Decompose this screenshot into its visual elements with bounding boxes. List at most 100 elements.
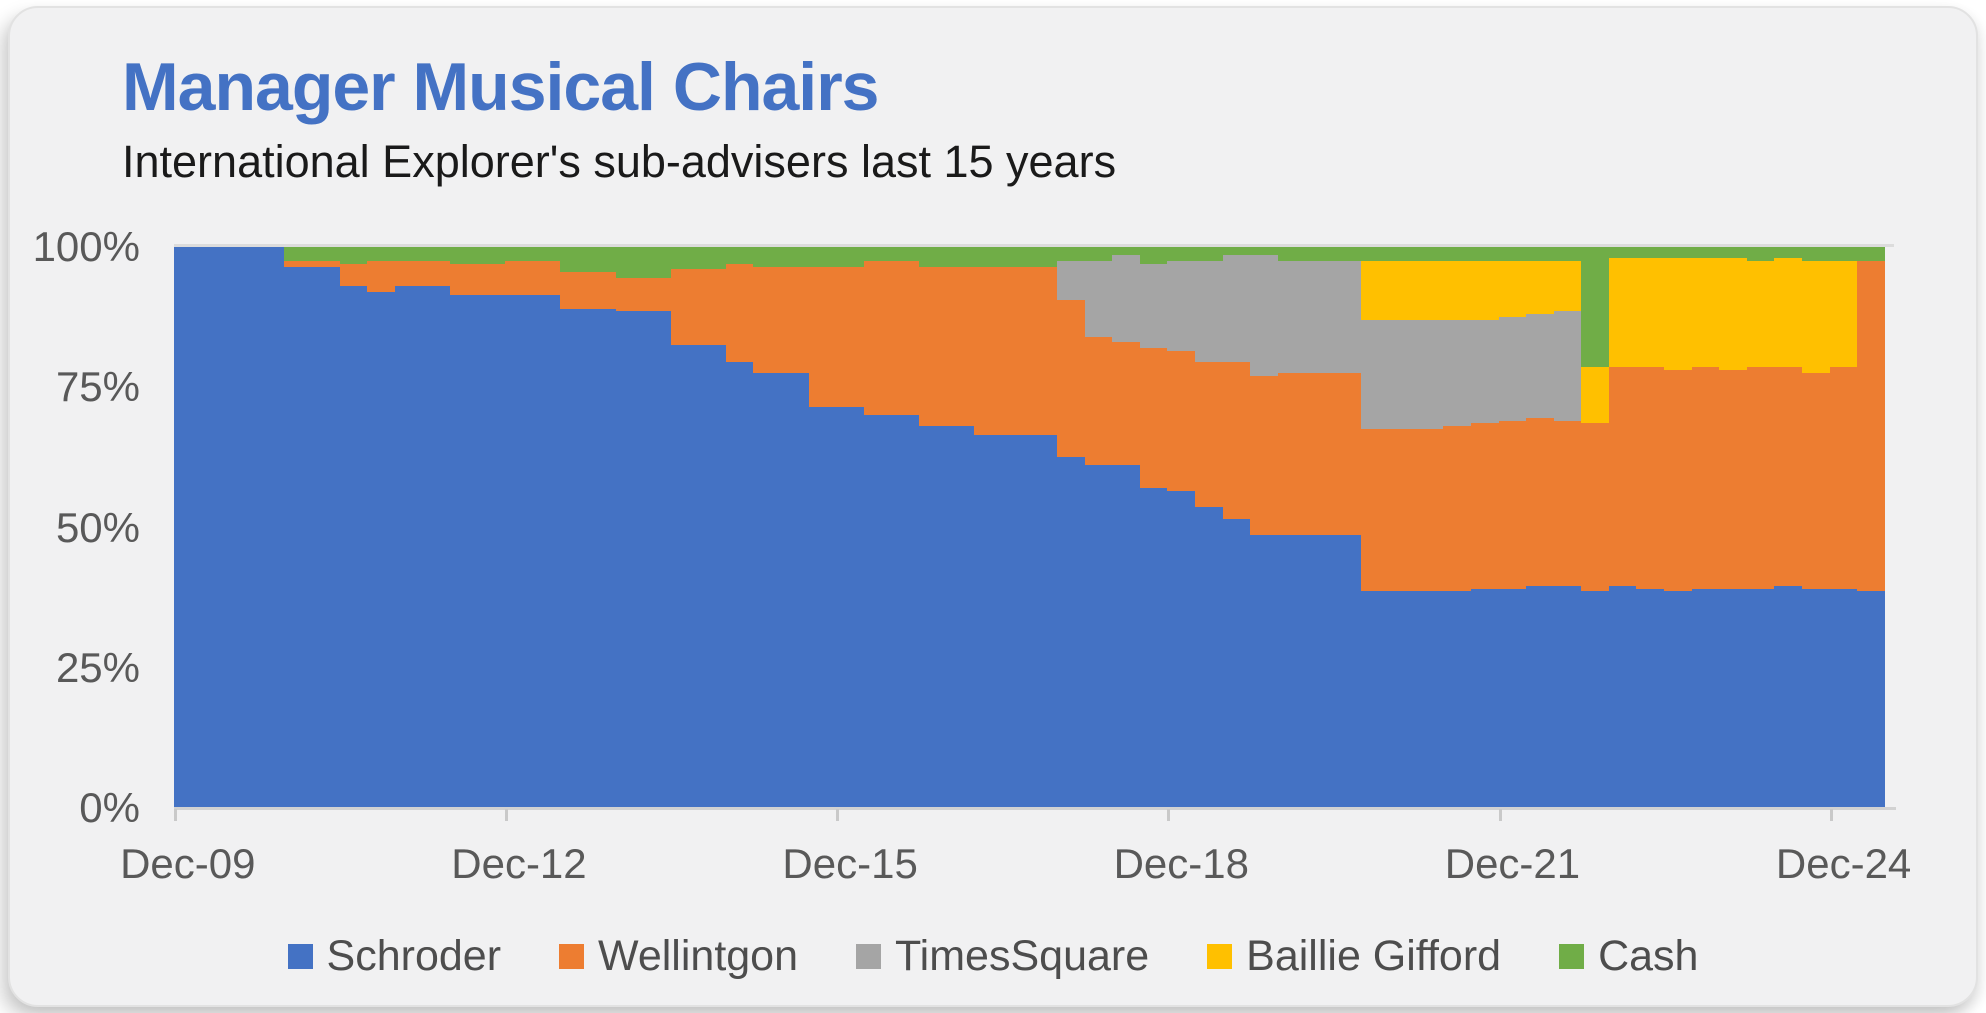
bar-segment-schroder — [560, 308, 588, 807]
bar-segment-cash — [394, 247, 423, 262]
bar-segment-schroder — [1746, 588, 1775, 807]
bar-segment-cash — [422, 247, 450, 262]
legend-label: Cash — [1598, 931, 1699, 980]
bar-segment-timessquare — [1139, 263, 1168, 348]
legend-swatch — [856, 943, 882, 969]
bar-Mar-15 — [753, 247, 782, 807]
bar-segment-schroder — [1774, 585, 1803, 807]
bar-segment-wellintgon — [753, 266, 782, 373]
bar-Mar-16 — [863, 247, 892, 807]
bar-Dec-14 — [725, 247, 754, 807]
bar-segment-cash — [725, 247, 754, 264]
bar-Sep-13 — [587, 247, 616, 807]
bar-segment-cash — [1829, 247, 1858, 262]
bar-segment-cash — [1360, 247, 1389, 262]
bar-segment-cash — [1167, 247, 1195, 262]
bar-segment-schroder — [919, 426, 947, 807]
bar-Dec-19 — [1277, 247, 1306, 807]
bar-segment-cash — [698, 247, 726, 270]
bar-segment-cash — [1084, 247, 1113, 262]
bar-segment-schroder — [1167, 490, 1195, 807]
legend-label: Wellintgon — [598, 931, 799, 980]
bar-segment-schroder — [367, 291, 395, 807]
bar-Sep-17 — [1029, 247, 1057, 807]
bar-Jun-14 — [670, 247, 699, 807]
bar-segment-timessquare — [1277, 261, 1306, 374]
bar-Jun-21 — [1443, 247, 1471, 807]
bar-segment-baillie-gifford — [1553, 261, 1582, 312]
bar-segment-timessquare — [1057, 261, 1085, 301]
bar-segment-wellintgon — [311, 261, 340, 267]
bar-segment-timessquare — [1194, 261, 1223, 362]
bar-Sep-24 — [1802, 247, 1830, 807]
bar-segment-cash — [587, 247, 616, 273]
y-axis-label: 75% — [55, 363, 140, 411]
bar-segment-wellintgon — [1443, 426, 1471, 592]
bar-segment-wellintgon — [698, 269, 726, 345]
legend-label: Schroder — [326, 931, 502, 980]
bar-Dec-22 — [1608, 247, 1637, 807]
bar-segment-schroder — [394, 286, 423, 807]
chart-subtitle: International Explorer's sub-advisers la… — [122, 136, 1117, 187]
bar-Sep-21 — [1470, 247, 1499, 807]
bar-segment-cash — [1746, 247, 1775, 262]
bar-segment-wellintgon — [422, 261, 450, 287]
bar-segment-wellintgon — [1250, 375, 1278, 536]
bar-segment-schroder — [1388, 591, 1416, 807]
legend-swatch — [1207, 943, 1233, 969]
bar-Jun-10 — [229, 247, 257, 807]
legend-swatch — [287, 943, 313, 969]
bar-segment-wellintgon — [284, 261, 312, 267]
bar-segment-wellintgon — [1057, 300, 1085, 457]
bar-segment-schroder — [505, 294, 533, 807]
chart-title: Manager Musical Chairs — [122, 49, 879, 125]
bar-segment-baillie-gifford — [1719, 258, 1747, 371]
bar-segment-schroder — [1553, 585, 1582, 807]
bar-Sep-19 — [1250, 247, 1278, 807]
y-axis-label: 25% — [55, 643, 140, 691]
legend-item-timessquare: TimesSquare — [856, 932, 1149, 981]
bar-segment-schroder — [1719, 588, 1747, 807]
bar-segment-baillie-gifford — [1526, 261, 1554, 315]
legend-item-cash: Cash — [1559, 932, 1698, 981]
bar-segment-cash — [1277, 247, 1306, 262]
bar-segment-cash — [1857, 247, 1885, 262]
bar-Dec-17 — [1057, 247, 1085, 807]
bar-segment-baillie-gifford — [1691, 258, 1720, 368]
bar-Sep-11 — [367, 247, 395, 807]
bar-segment-schroder — [1526, 585, 1554, 807]
bar-segment-schroder — [284, 266, 312, 807]
bar-segment-cash — [891, 247, 920, 261]
bar-segment-wellintgon — [1802, 373, 1830, 589]
bar-segment-wellintgon — [1581, 423, 1609, 592]
bar-segment-wellintgon — [1691, 367, 1720, 589]
bar-segment-timessquare — [1443, 319, 1471, 427]
bar-segment-timessquare — [1084, 261, 1113, 337]
bar-segment-wellintgon — [449, 263, 478, 295]
x-axis-label: Dec-09 — [120, 840, 256, 887]
bar-Mar-18 — [1084, 247, 1113, 807]
bar-segment-timessquare — [1470, 319, 1499, 424]
x-axis-label: Dec-15 — [782, 840, 918, 887]
bar-segment-schroder — [1084, 465, 1113, 807]
bar-segment-schroder — [1415, 591, 1444, 807]
bar-segment-wellintgon — [367, 261, 395, 292]
bar-Dec-18 — [1167, 247, 1195, 807]
legend-item-baillie-gifford: Baillie Gifford — [1207, 932, 1501, 981]
bar-segment-wellintgon — [587, 272, 616, 309]
bar-segment-timessquare — [1332, 261, 1361, 374]
bar-segment-cash — [1691, 247, 1720, 259]
bar-segment-wellintgon — [781, 266, 809, 373]
bar-segment-schroder — [863, 415, 892, 807]
x-axis-tick — [1167, 809, 1171, 821]
top-gridline — [174, 244, 1894, 247]
bar-segment-schroder — [946, 426, 975, 807]
bar-segment-cash — [808, 247, 837, 267]
bar-Mar-10 — [201, 247, 230, 807]
bar-segment-cash — [1001, 247, 1030, 267]
legend-label: Baillie Gifford — [1246, 931, 1502, 980]
x-axis-label: Dec-21 — [1444, 840, 1581, 887]
bar-segment-schroder — [891, 415, 920, 807]
bar-segment-schroder — [974, 434, 1002, 807]
bar-segment-baillie-gifford — [1443, 261, 1471, 320]
